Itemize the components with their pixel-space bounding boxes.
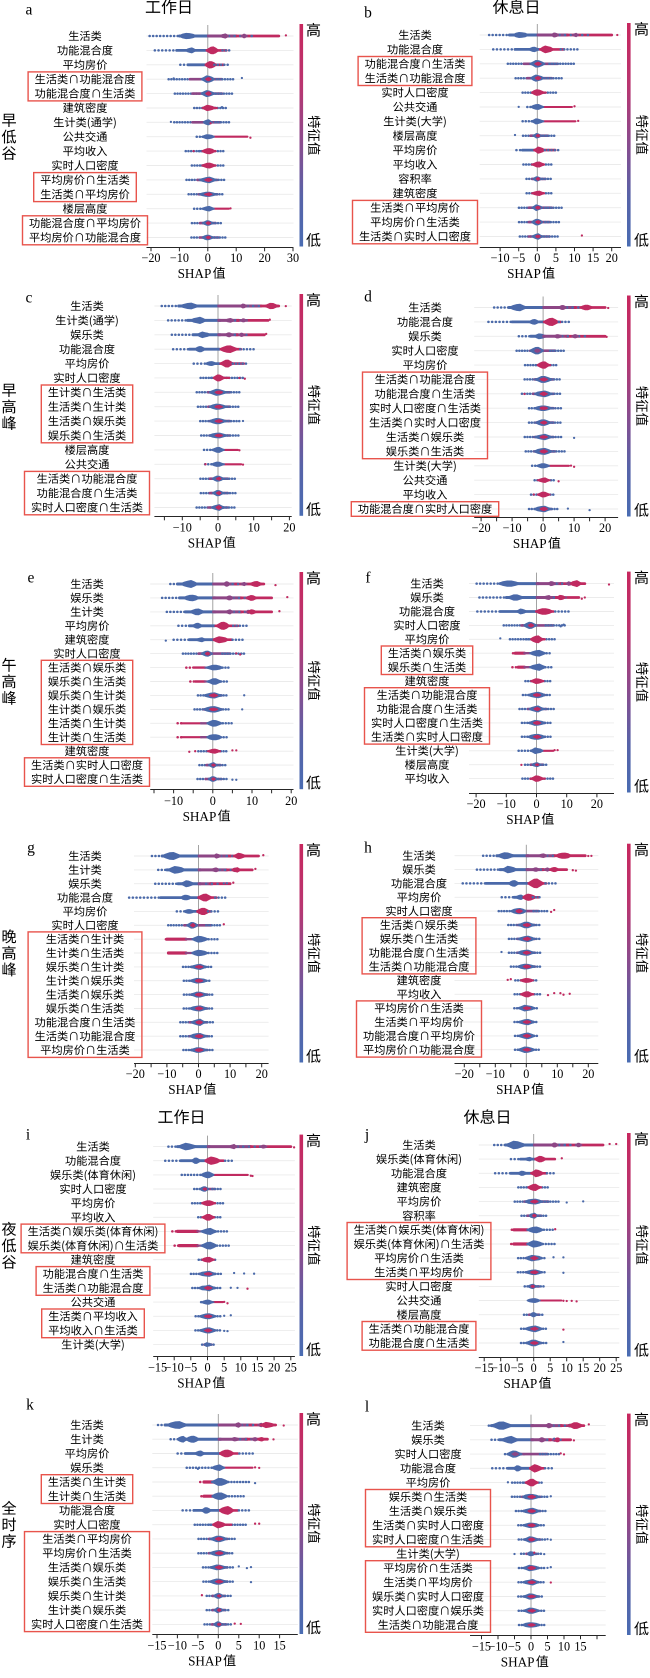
svg-text:10: 10 [248, 520, 260, 534]
svg-text:0: 0 [215, 520, 221, 534]
svg-text:25: 25 [285, 1361, 297, 1375]
svg-text:SHAP: SHAP [496, 1082, 530, 1097]
svg-text:−20: −20 [467, 797, 486, 811]
svg-text:15: 15 [574, 1640, 586, 1654]
svg-text:SHAP: SHAP [178, 266, 212, 281]
svg-text:−15: −15 [148, 1361, 167, 1375]
svg-text:5: 5 [221, 1361, 227, 1375]
svg-text:−10: −10 [173, 520, 192, 534]
svg-text:SHAP: SHAP [183, 809, 217, 824]
svg-text:5: 5 [547, 1361, 553, 1375]
svg-text:−10: −10 [164, 794, 183, 808]
svg-text:g: g [27, 839, 35, 856]
svg-text:−10: −10 [157, 1067, 176, 1081]
svg-text:SHAP: SHAP [506, 812, 540, 827]
svg-text:k: k [26, 1396, 34, 1413]
svg-text:l: l [365, 1398, 369, 1415]
svg-text:i: i [26, 1126, 31, 1143]
svg-text:10: 10 [253, 1639, 265, 1653]
svg-text:d: d [364, 288, 372, 305]
svg-text:5: 5 [236, 1639, 242, 1653]
svg-text:−5: −5 [191, 1639, 204, 1653]
svg-text:j: j [364, 1126, 369, 1143]
svg-text:10: 10 [558, 1640, 570, 1654]
svg-text:−20: −20 [141, 251, 160, 265]
svg-text:−20: −20 [126, 1067, 145, 1081]
svg-text:−5: −5 [508, 1640, 521, 1654]
svg-text:5: 5 [553, 251, 559, 265]
svg-text:20: 20 [582, 1067, 594, 1081]
svg-text:SHAP: SHAP [501, 1655, 535, 1670]
svg-text:0: 0 [215, 1639, 221, 1653]
svg-text:−10: −10 [168, 1639, 187, 1653]
svg-text:SHAP: SHAP [188, 1654, 222, 1669]
svg-text:c: c [26, 289, 33, 306]
svg-text:15: 15 [577, 1361, 589, 1375]
svg-text:20: 20 [268, 1361, 280, 1375]
svg-text:20: 20 [285, 794, 297, 808]
svg-text:−10: −10 [170, 251, 189, 265]
svg-text:0: 0 [205, 251, 211, 265]
svg-text:10: 10 [568, 251, 580, 265]
svg-text:−15: −15 [472, 1640, 491, 1654]
svg-text:0: 0 [540, 521, 546, 535]
svg-text:−10: −10 [503, 521, 522, 535]
svg-text:10: 10 [551, 1067, 563, 1081]
svg-text:20: 20 [591, 797, 603, 811]
svg-text:SHAP: SHAP [507, 266, 541, 281]
svg-text:10: 10 [561, 1361, 573, 1375]
svg-text:SHAP: SHAP [168, 1082, 202, 1097]
svg-text:−10: −10 [491, 1361, 510, 1375]
svg-text:−15: −15 [475, 1361, 494, 1375]
svg-text:0: 0 [210, 794, 216, 808]
svg-text:−20: −20 [472, 521, 491, 535]
svg-text:−10: −10 [491, 251, 510, 265]
svg-text:SHAP: SHAP [177, 1376, 211, 1391]
svg-text:20: 20 [594, 1361, 606, 1375]
svg-text:−5: −5 [511, 1361, 524, 1375]
svg-text:20: 20 [283, 520, 295, 534]
svg-text:0: 0 [195, 1067, 201, 1081]
svg-text:0: 0 [528, 1640, 534, 1654]
svg-text:e: e [28, 569, 35, 586]
svg-text:0: 0 [531, 1361, 537, 1375]
svg-text:20: 20 [256, 1067, 268, 1081]
svg-text:−10: −10 [165, 1361, 184, 1375]
svg-text:10: 10 [235, 1361, 247, 1375]
svg-text:−10: −10 [488, 1640, 507, 1654]
svg-text:10: 10 [561, 797, 573, 811]
svg-text:20: 20 [606, 251, 618, 265]
svg-text:0: 0 [534, 251, 540, 265]
svg-text:−5: −5 [512, 251, 525, 265]
svg-text:10: 10 [568, 521, 580, 535]
svg-text:0: 0 [204, 1361, 210, 1375]
svg-text:a: a [26, 1, 33, 18]
svg-text:10: 10 [224, 1067, 236, 1081]
svg-text:b: b [364, 4, 372, 21]
svg-text:−15: −15 [147, 1639, 166, 1653]
svg-text:0: 0 [533, 797, 539, 811]
svg-text:20: 20 [599, 521, 611, 535]
svg-text:SHAP: SHAP [503, 1376, 537, 1391]
svg-text:h: h [364, 839, 372, 856]
svg-text:25: 25 [610, 1361, 622, 1375]
svg-text:15: 15 [251, 1361, 263, 1375]
svg-text:20: 20 [259, 251, 271, 265]
svg-text:f: f [365, 569, 371, 586]
svg-text:30: 30 [287, 251, 299, 265]
svg-text:−5: −5 [184, 1361, 197, 1375]
svg-text:10: 10 [246, 794, 258, 808]
svg-text:SHAP: SHAP [513, 536, 547, 551]
svg-text:10: 10 [230, 251, 242, 265]
svg-text:−20: −20 [455, 1067, 474, 1081]
svg-text:0: 0 [523, 1067, 529, 1081]
svg-text:−10: −10 [497, 797, 516, 811]
svg-text:15: 15 [274, 1639, 286, 1653]
svg-text:15: 15 [587, 251, 599, 265]
svg-text:−10: −10 [486, 1067, 505, 1081]
svg-text:5: 5 [544, 1640, 550, 1654]
svg-text:SHAP: SHAP [188, 535, 222, 550]
